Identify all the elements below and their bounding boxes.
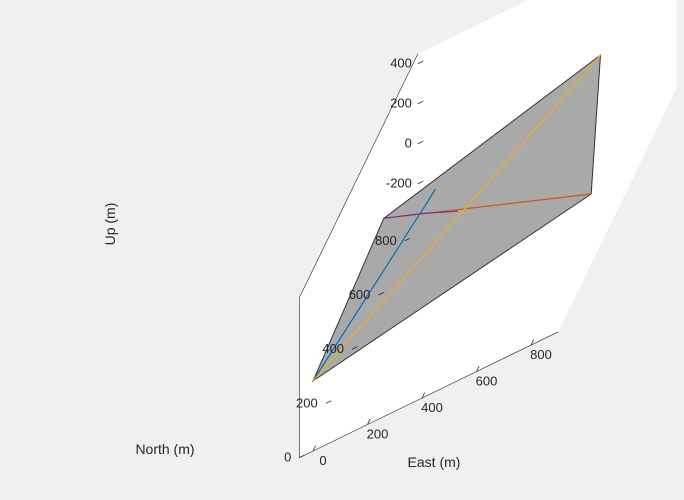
x-axis-label: East (m) — [408, 454, 461, 470]
x-tick-label: 800 — [530, 347, 552, 362]
y-tick-label: 0 — [284, 450, 291, 465]
x-tick-mark — [476, 365, 480, 372]
y-tick-mark — [351, 346, 358, 350]
z-tick-mark — [417, 140, 424, 145]
x-tick-label: 600 — [476, 374, 498, 389]
x-tick-label: 400 — [421, 400, 443, 415]
y-tick-label: 600 — [349, 287, 371, 302]
x-tick-label: 200 — [367, 427, 389, 442]
x-tick-label: 0 — [319, 453, 326, 468]
x-tick-mark — [421, 392, 425, 399]
y-tick-label: 800 — [375, 233, 397, 248]
z-tick-mark — [417, 180, 424, 185]
z-tick-label: 200 — [390, 96, 412, 111]
trajectory-line-3 — [312, 54, 601, 382]
y-tick-mark — [404, 237, 411, 242]
trajectory-line-1 — [312, 188, 436, 382]
z-axis-label: Up (m) — [102, 203, 118, 246]
y-axis-label: North (m) — [135, 441, 194, 457]
x-tick-mark — [312, 445, 316, 452]
axes-3d: 0 200 400 600 800 0 200 400 600 800 -200 0 200 400 Eas… — [102, 0, 677, 470]
y-tick-mark — [325, 400, 332, 404]
y-tick-label: 400 — [322, 341, 344, 356]
y-tick-mark — [378, 292, 385, 296]
y-tick-label: 200 — [296, 395, 318, 410]
z-tick-label: 400 — [390, 56, 412, 71]
axes-edges — [299, 53, 559, 459]
x-tick-mark — [367, 418, 371, 425]
z-tick-label: 0 — [405, 136, 412, 151]
x-tick-mark — [530, 339, 534, 346]
trajectory-line-4 — [383, 210, 459, 219]
z-tick-mark — [417, 60, 424, 65]
z-tick-label: -200 — [386, 176, 412, 191]
y-tick-mark — [299, 454, 305, 458]
z-tick-mark — [417, 100, 424, 105]
